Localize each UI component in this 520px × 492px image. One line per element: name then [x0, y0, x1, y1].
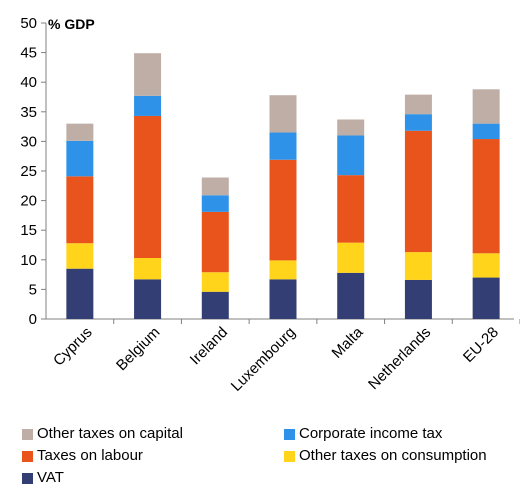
x-tick-label: Belgium [113, 324, 163, 374]
bar-segment [404, 130, 432, 253]
x-tick-label: Ireland [187, 324, 231, 368]
legend-swatch [22, 450, 33, 462]
legend-label: Corporate income tax [299, 425, 443, 442]
legend-item: Taxes on labour [22, 446, 284, 466]
x-tick-label: Cyprus [50, 324, 96, 370]
bar-segment [66, 243, 94, 269]
bar-segment [201, 195, 229, 212]
bar-segment [472, 139, 500, 254]
legend-item: Other taxes on consumption [284, 446, 520, 466]
y-axis-label: % GDP [48, 16, 95, 32]
legend-label: VAT [37, 469, 64, 486]
bar-segment [269, 132, 297, 160]
bar-segment [66, 268, 94, 319]
x-tick-label: EU-28 [460, 324, 502, 366]
bar-segment [337, 135, 365, 176]
y-tick-label: 30 [20, 133, 37, 150]
y-ticks: 0 5 10 15 20 25 30 35 40 45 50 [20, 15, 46, 328]
bar-segment [472, 123, 500, 140]
stacked-bar-chart: % GDP 0 5 10 15 20 25 30 35 40 45 50 Cyprus Belgium… [20, 15, 520, 395]
bar-segment [66, 123, 94, 141]
bar-segment [134, 279, 162, 319]
legend-label: Other taxes on consumption [299, 447, 487, 464]
bar-segment [134, 53, 162, 96]
bar-segment [201, 291, 229, 319]
legend-swatch [22, 472, 33, 484]
legend-item: Other taxes on capital [22, 424, 284, 444]
bar-segment [134, 258, 162, 280]
legend-item: VAT [22, 468, 284, 488]
legend-label: Taxes on labour [37, 447, 143, 464]
bar-segment [404, 252, 432, 280]
y-tick-label: 0 [29, 311, 37, 328]
bar-segment [404, 114, 432, 131]
legend-item: Corporate income tax [284, 424, 520, 444]
bar-segment [134, 115, 162, 259]
x-tick-label: Malta [329, 323, 367, 361]
y-tick-label: 45 [20, 45, 37, 62]
y-tick-label: 50 [20, 15, 37, 32]
bar-segment [337, 119, 365, 136]
bar-segment [134, 95, 162, 116]
bars [66, 53, 500, 319]
y-tick-label: 20 [20, 193, 37, 210]
bar-segment [201, 177, 229, 196]
legend-swatch [22, 428, 33, 440]
legend-label: Other taxes on capital [37, 425, 183, 442]
bar-segment [472, 253, 500, 278]
bar-segment [472, 89, 500, 124]
y-tick-label: 5 [29, 281, 37, 298]
bar-segment [269, 95, 297, 133]
bar-segment [337, 272, 365, 319]
bar-segment [337, 242, 365, 273]
legend: Other taxes on capital Corporate income t… [22, 424, 520, 488]
bar-segment [269, 279, 297, 319]
x-tick-label: Netherlands [365, 324, 434, 393]
y-tick-label: 40 [20, 74, 37, 91]
x-tick-label: Luxembourg [228, 324, 299, 395]
legend-swatch [284, 450, 295, 462]
bar-segment [66, 140, 94, 177]
y-tick-label: 35 [20, 104, 37, 121]
y-tick-label: 25 [20, 163, 37, 180]
bar-segment [472, 277, 500, 319]
bar-segment [201, 211, 229, 273]
legend-swatch [284, 428, 295, 440]
bar-segment [66, 176, 94, 244]
bar-segment [201, 272, 229, 292]
bar-segment [404, 94, 432, 115]
bar-segment [269, 159, 297, 261]
bar-segment [404, 279, 432, 319]
y-tick-label: 10 [20, 252, 37, 269]
bar-segment [269, 260, 297, 280]
bar-segment [337, 175, 365, 243]
y-tick-label: 15 [20, 222, 37, 239]
